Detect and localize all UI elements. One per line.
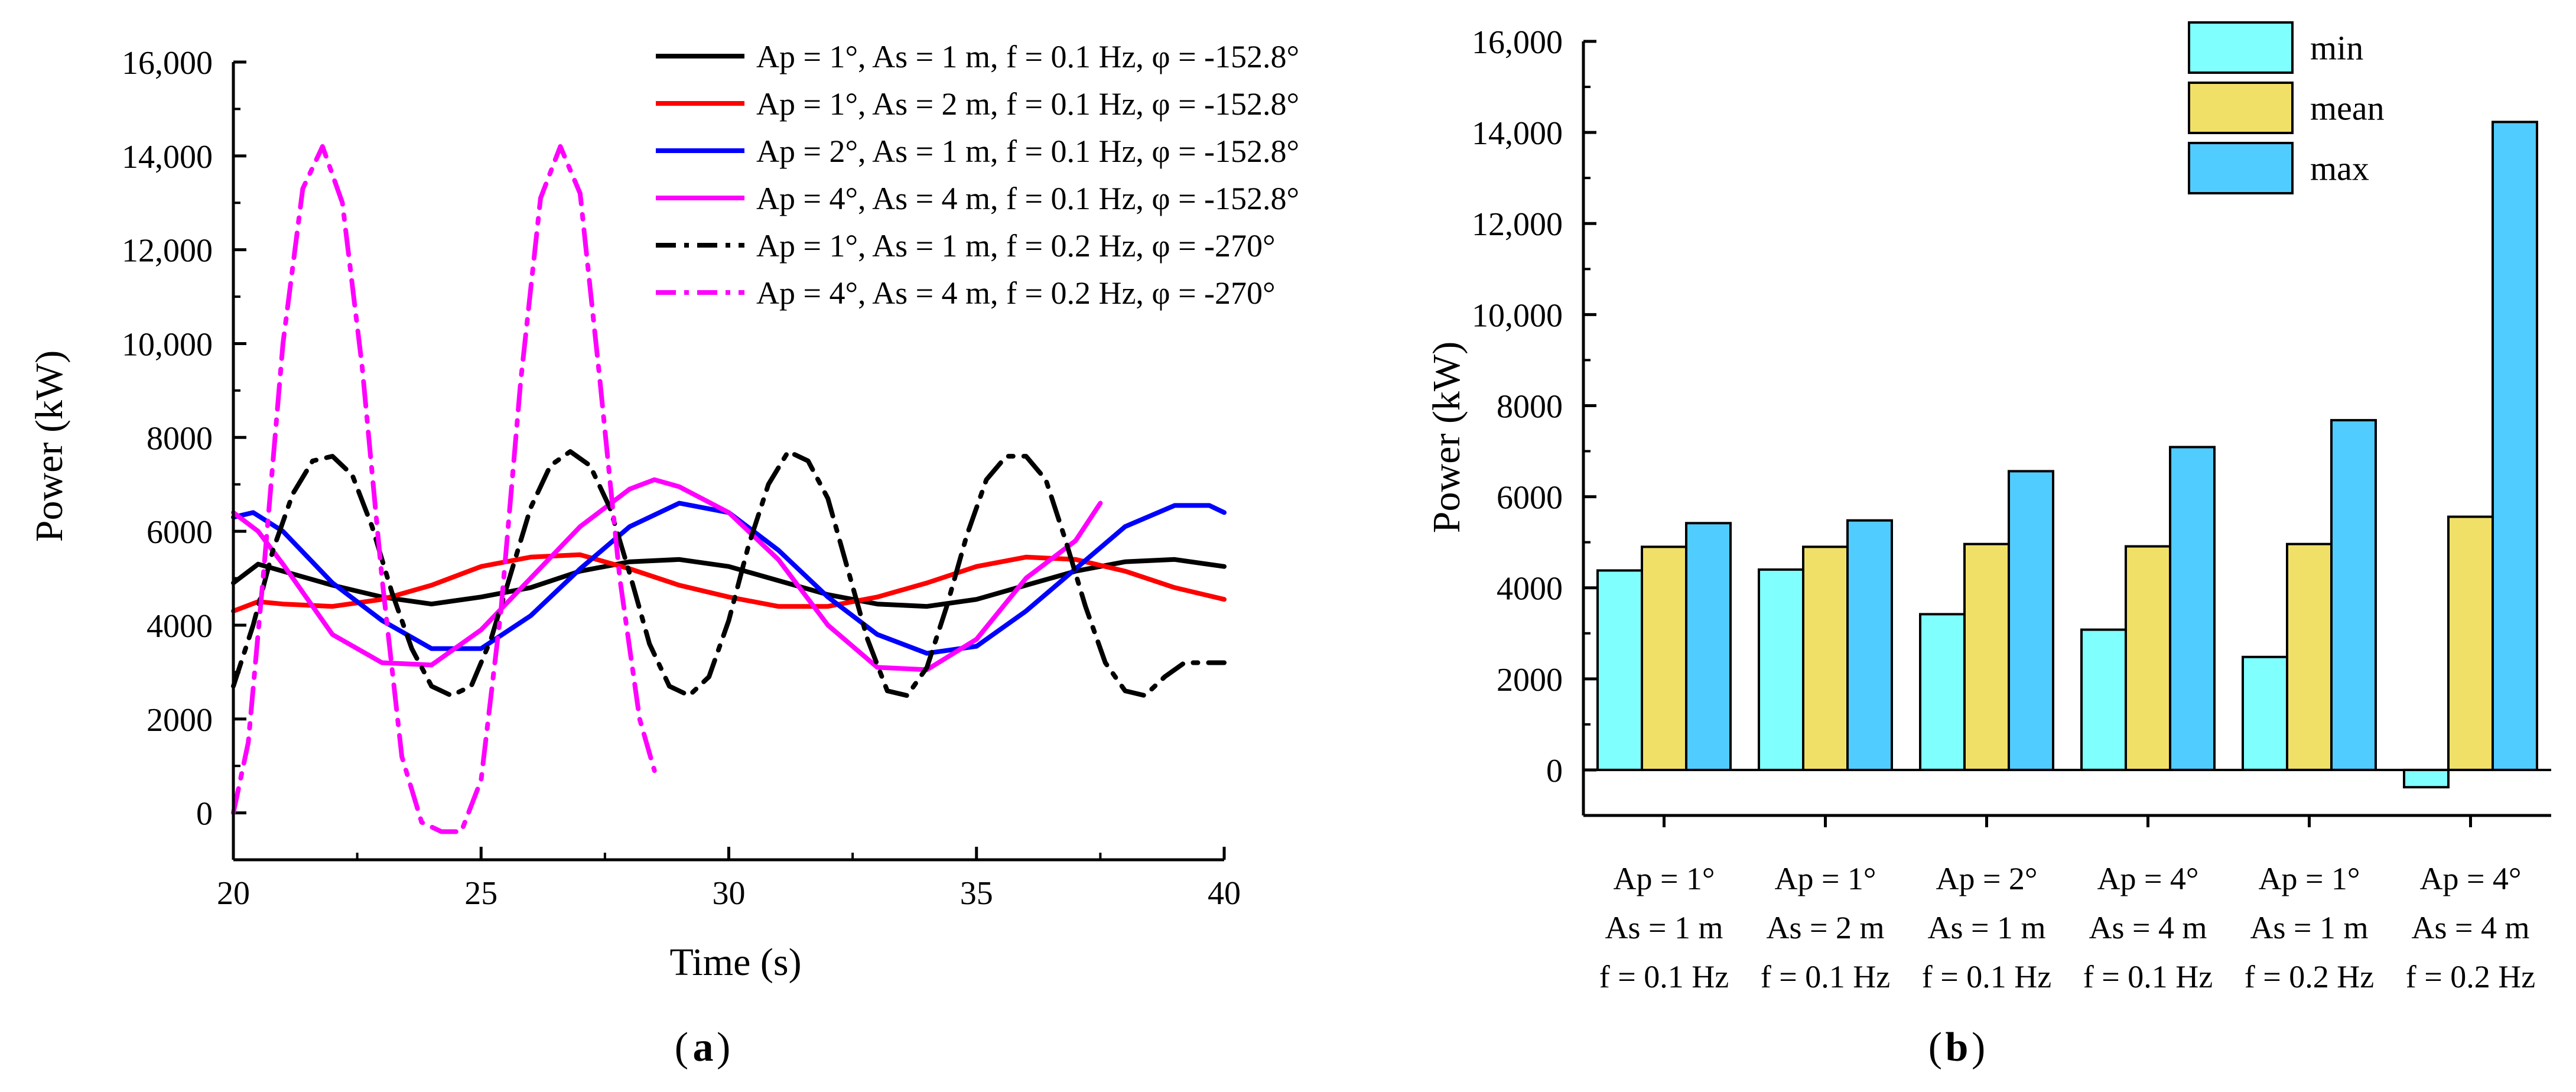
panel-b-bar-chart: 0 2000 4000 6000 8000 10,000 12,000 14,000 16,00… (1425, 21, 2551, 1070)
panel-a-ytick-label: 6000 (147, 514, 213, 551)
panel-a-series-line-1 (231, 557, 1227, 609)
panel-b-category-label: Ap = 2° (1936, 861, 2037, 896)
panel-b-category-label: Ap = 1° (2258, 861, 2360, 896)
panel-b-bar-mean (1963, 542, 2010, 771)
panel-b-category-label: As = 4 m (2412, 910, 2530, 945)
panel-a-series-line-5 (231, 449, 1227, 698)
panel-a-ticks: 0 2000 4000 6000 8000 10,000 12,000 14,000 16,00… (122, 45, 1241, 912)
panel-a-ytick-label: 12,000 (122, 233, 213, 269)
svg-text:): ) (1972, 1025, 1985, 1070)
panel-b-bar-min (2242, 655, 2288, 771)
svg-text:(: ( (1928, 1025, 1942, 1070)
panel-b-bar-max (2008, 470, 2054, 771)
panel-b-category-label: f = 0.1 Hz (1761, 959, 1890, 994)
panel-b-bars-group (1596, 121, 2538, 789)
panel-b-ticks: 0 2000 4000 6000 8000 10,000 12,000 14,000 16,00… (1472, 24, 2472, 827)
panel-b-ylabel: Power (kW) (1425, 342, 1468, 533)
panel-b-legend-label: min (2310, 29, 2363, 67)
panel-a-ytick-label: 14,000 (122, 139, 213, 176)
panel-b-ytick-label: 6000 (1497, 480, 1563, 516)
panel-a-line-chart: 0 2000 4000 6000 8000 10,000 12,000 14,000 16,00… (28, 39, 1299, 1070)
panel-a-legend: Ap = 1°, As = 1 m, f = 0.1 Hz, φ = -152.… (656, 39, 1299, 311)
panel-b-category-label: Ap = 4° (2097, 861, 2198, 896)
panel-b-caption: ( b ) (1928, 1025, 1986, 1070)
panel-b-ytick-label: 14,000 (1472, 115, 1563, 152)
panel-b-bar-min (1919, 613, 1966, 771)
panel-a-ytick-label: 0 (196, 796, 213, 833)
panel-b-bar-min (1596, 569, 1643, 771)
panel-a-series-group (231, 144, 1227, 834)
panel-a-ytick-label: 10,000 (122, 326, 213, 363)
panel-a-xtick-label: 40 (1208, 875, 1241, 912)
panel-b-category-label: As = 1 m (1928, 910, 2046, 945)
panel-b-category-label: f = 0.2 Hz (2245, 959, 2374, 994)
panel-a-legend-label: Ap = 2°, As = 1 m, f = 0.1 Hz, φ = -152.… (756, 134, 1299, 169)
panel-b-ytick-label: 2000 (1497, 662, 1563, 698)
panel-a-legend-label: Ap = 4°, As = 4 m, f = 0.2 Hz, φ = -270° (756, 275, 1276, 311)
panel-a-series-line-6 (231, 144, 657, 834)
panel-b-ytick-label: 8000 (1497, 388, 1563, 425)
panel-b-category-label: As = 2 m (1767, 910, 1885, 945)
panel-b-bar-mean (2447, 515, 2494, 771)
panel-b-legend: min mean max (2188, 21, 2385, 194)
panel-b-bar-mean (2286, 542, 2333, 771)
panel-b-axes (1582, 41, 2551, 817)
panel-b-bar-mean (2125, 545, 2171, 771)
panel-b-bar-max (1685, 522, 1732, 771)
panel-a-ytick-label: 8000 (147, 420, 213, 457)
panel-b-category-label: f = 0.1 Hz (1599, 959, 1729, 994)
panel-a-xtick-label: 25 (464, 875, 497, 912)
panel-a-legend-label: Ap = 1°, As = 2 m, f = 0.1 Hz, φ = -152.… (756, 86, 1299, 122)
panel-a-legend-label: Ap = 1°, As = 1 m, f = 0.2 Hz, φ = -270° (756, 228, 1276, 264)
panel-b-legend-label: max (2310, 150, 2369, 188)
panel-a-xlabel: Time (s) (669, 941, 801, 984)
panel-b-category-label: Ap = 1° (1613, 861, 1715, 896)
panel-b-ytick-label: 12,000 (1472, 206, 1563, 243)
svg-text:): ) (717, 1025, 730, 1070)
svg-text:(: ( (675, 1025, 688, 1070)
panel-a-axes (232, 62, 1224, 862)
panel-a-legend-label: Ap = 1°, As = 1 m, f = 0.1 Hz, φ = -152.… (756, 39, 1299, 74)
panel-b-category-label: f = 0.2 Hz (2406, 959, 2535, 994)
panel-a-ytick-label: 16,000 (122, 45, 213, 82)
panel-b-ytick-label: 0 (1546, 753, 1563, 789)
panel-b-bar-min (2080, 628, 2127, 771)
panel-b-ytick-label: 4000 (1497, 571, 1563, 607)
panel-b-category-label: As = 1 m (1605, 910, 1723, 945)
panel-b-category-label: Ap = 4° (2419, 861, 2521, 896)
panel-b-bar-min (2403, 768, 2450, 789)
panel-b-legend-label: mean (2310, 89, 2385, 128)
panel-b-bar-mean (1641, 545, 1687, 772)
panel-a-caption: ( a ) (675, 1025, 731, 1070)
panel-b-category-label: f = 0.1 Hz (1922, 959, 2051, 994)
panel-b-bar-max (2169, 446, 2216, 771)
panel-b-legend-swatch (2188, 21, 2294, 74)
panel-a-xtick-label: 35 (960, 875, 993, 912)
panel-a-ylabel: Power (kW) (28, 350, 71, 542)
panel-b-category-label: As = 4 m (2089, 910, 2207, 945)
panel-a-legend-label: Ap = 4°, As = 4 m, f = 0.1 Hz, φ = -152.… (756, 181, 1299, 216)
panel-b-category-label: As = 1 m (2250, 910, 2369, 945)
panel-b-category-label: Ap = 1° (1774, 861, 1876, 896)
panel-b-category-labels: Ap = 1° As = 1 m f = 0.1 Hz Ap = 1° As = 2 m… (1599, 861, 2535, 994)
panel-a-series-line-4 (231, 477, 1103, 672)
panel-a-xtick-label: 30 (713, 875, 746, 912)
panel-b-ytick-label: 10,000 (1472, 297, 1563, 334)
panel-a-caption-letter: a (693, 1025, 714, 1070)
panel-b-bar-max (1846, 519, 1893, 771)
panel-b-caption-letter: b (1946, 1025, 1969, 1070)
panel-a-xtick-label: 20 (217, 875, 250, 912)
panel-b-bar-min (1758, 568, 1804, 772)
panel-a-ytick-label: 4000 (147, 608, 213, 645)
panel-b-legend-swatch (2188, 82, 2294, 134)
panel-b-bar-max (2492, 121, 2538, 771)
panel-b-legend-swatch (2188, 142, 2294, 194)
panel-b-ytick-label: 16,000 (1472, 24, 1563, 61)
panel-b-bar-mean (1802, 545, 1849, 772)
panel-b-bar-max (2330, 419, 2377, 771)
panel-a-ytick-label: 2000 (147, 702, 213, 739)
panel-b-category-label: f = 0.1 Hz (2083, 959, 2213, 994)
